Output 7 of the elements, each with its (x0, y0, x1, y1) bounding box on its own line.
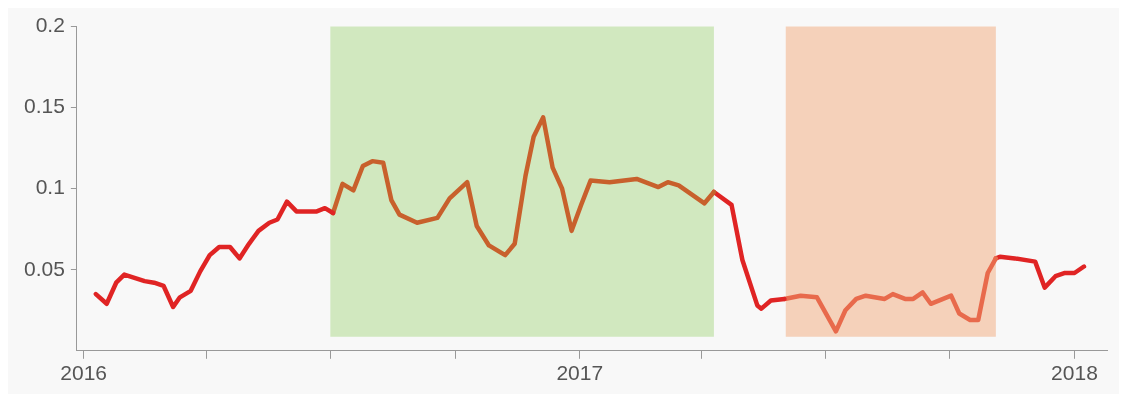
y-tick-label: 0.15 (24, 94, 65, 118)
y-tick-label: 0.1 (35, 175, 65, 199)
x-tick-label: 2018 (1051, 361, 1098, 385)
y-tick-label: 0.2 (35, 13, 65, 37)
x-tick-label: 2016 (60, 361, 108, 385)
x-tick-label: 2017 (556, 361, 604, 385)
y-tick-label: 0.05 (24, 256, 65, 280)
